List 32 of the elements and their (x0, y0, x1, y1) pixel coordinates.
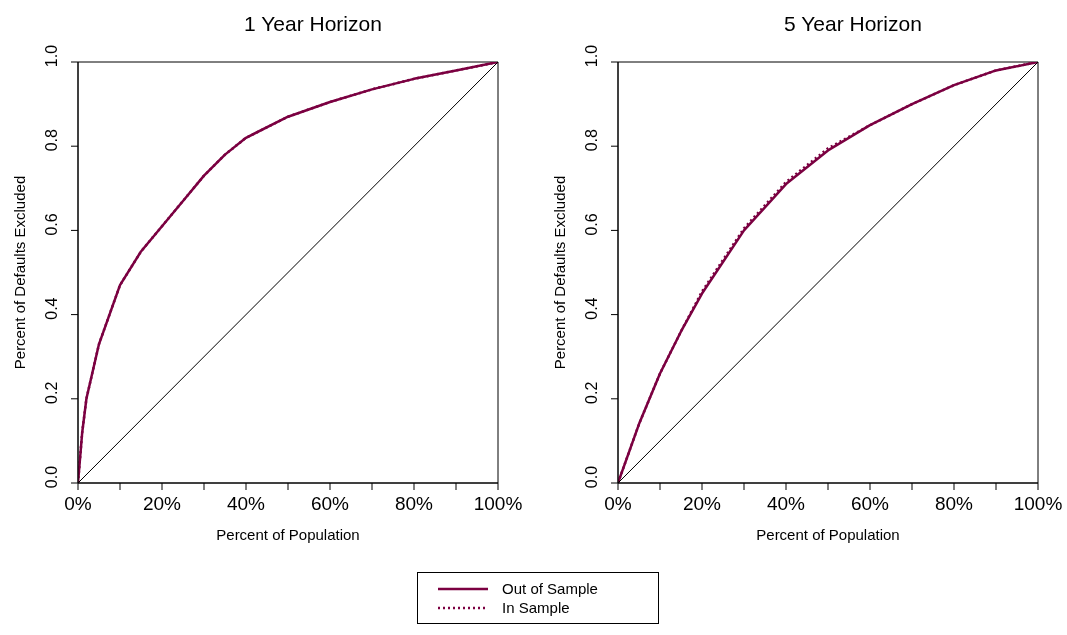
x-tick-label: 80% (934, 493, 974, 514)
x-tick-label: 100% (473, 493, 523, 514)
y-tick-label: 0.2 (583, 381, 600, 404)
y-tick-label: 0.0 (43, 465, 60, 489)
x-tick-label: 20% (682, 493, 722, 514)
y-tick-label: 1.0 (43, 44, 60, 68)
legend-label: In Sample (502, 598, 570, 617)
y-tick-label: 0.6 (583, 213, 600, 236)
x-axis-title: Percent of Population (216, 526, 360, 543)
x-tick-label: 60% (310, 493, 350, 514)
x-tick-label: 0% (604, 493, 632, 514)
y-tick-label: 0.0 (583, 465, 600, 489)
chart-title: 5 Year Horizon (783, 12, 923, 36)
y-axis-title: Percent of Defaults Excluded (551, 175, 569, 370)
y-tick-label: 0.4 (43, 297, 60, 320)
x-tick-label: 80% (394, 493, 434, 514)
x-axis-title: Percent of Population (756, 526, 900, 543)
y-tick-label: 0.8 (43, 128, 60, 152)
y-tick-label: 0.4 (583, 297, 600, 320)
y-tick-label: 0.2 (43, 381, 60, 404)
chart-title: 1 Year Horizon (243, 12, 383, 36)
x-tick-label: 60% (850, 493, 890, 514)
x-tick-label: 40% (766, 493, 806, 514)
y-axis-title: Percent of Defaults Excluded (11, 175, 29, 370)
y-tick-label: 1.0 (583, 44, 600, 68)
x-tick-label: 40% (226, 493, 266, 514)
x-tick-label: 100% (1013, 493, 1063, 514)
x-tick-label: 20% (142, 493, 182, 514)
legend-label: Out of Sample (502, 579, 598, 598)
y-tick-label: 0.8 (583, 128, 600, 152)
x-tick-label: 0% (64, 493, 92, 514)
y-tick-label: 0.6 (43, 213, 60, 236)
